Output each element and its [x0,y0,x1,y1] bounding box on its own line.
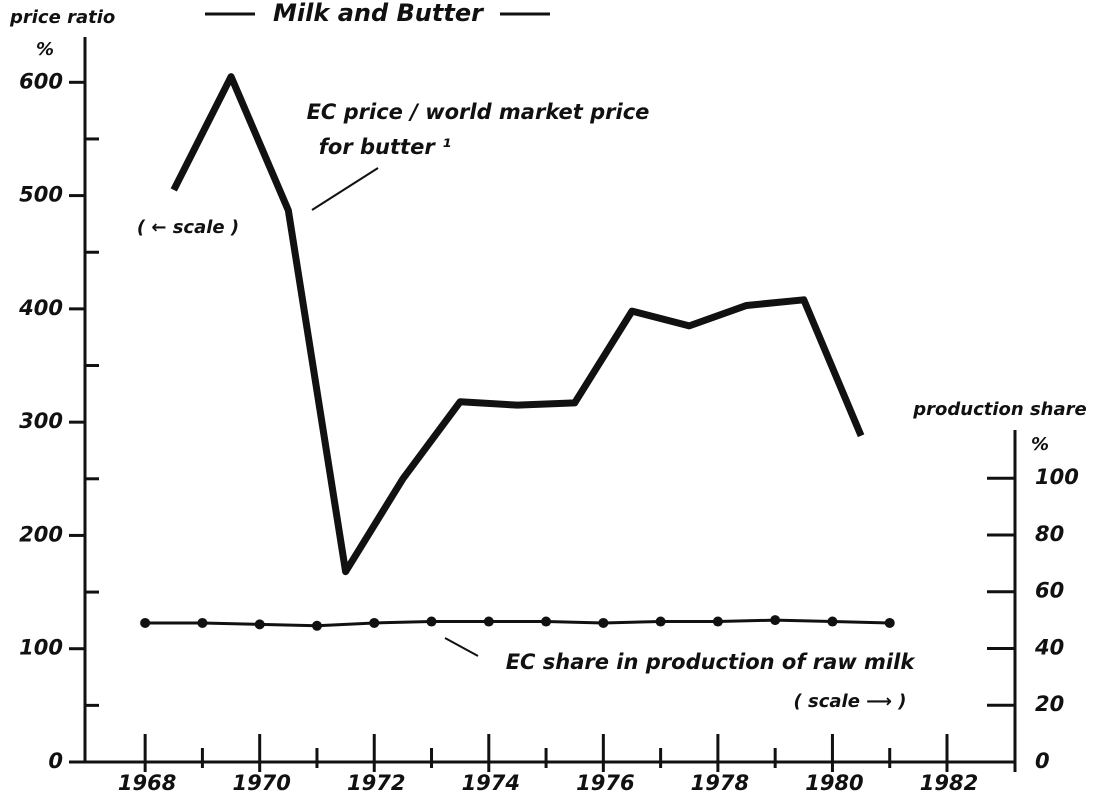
annotation: for butter ¹ [319,135,451,159]
series-point [426,616,437,627]
x-tick-label: 1968 [118,771,176,795]
series-point [712,616,723,627]
y-axis-label: price ratio [9,7,115,28]
series-label: EC share in production of raw milk [506,650,917,674]
series-point [311,620,322,631]
y2-tick-label: 0 [1035,749,1050,773]
x-tick-label: 1970 [232,771,290,795]
series-line [170,73,865,576]
series-point [827,616,838,627]
series-point [541,616,552,627]
y2-axis-unit: % [1031,434,1049,455]
x-tick-label: 1974 [462,771,520,795]
x-tick-label: 1980 [805,771,863,795]
series-line [145,618,890,628]
y2-tick-label: 100 [1035,465,1079,489]
y2-tick-label: 60 [1035,579,1064,603]
y-tick-label: 200 [19,522,63,546]
series-point [140,617,151,628]
y-tick-label: 300 [19,409,63,433]
series-point [770,615,781,626]
y-axis-unit: % [36,39,54,60]
y2-tick-label: 40 [1034,635,1064,659]
y2-tick-label: 80 [1035,522,1064,546]
y-tick-label: 400 [18,296,63,320]
series-point [884,617,895,628]
y-tick-label: 100 [19,636,63,660]
series-point [483,616,494,627]
x-tick-label: 1978 [691,771,749,795]
series-point [254,619,265,630]
chart-title: Milk and Butter [273,0,485,27]
y2-tick-label: 20 [1035,692,1064,716]
y-tick-label: 600 [19,69,63,93]
series-label: EC price / world market price [307,100,650,124]
x-tick-label: 1982 [920,771,978,795]
arrow [311,167,379,211]
annotation: ( scale ⟶ ) [794,691,907,712]
y2-axis-label: production share [912,399,1086,420]
series-point [655,616,666,627]
series-point [598,617,609,628]
series-point [197,617,208,628]
x-tick-label: 1972 [347,771,405,795]
x-tick-label: 1976 [576,771,634,795]
y-tick-label: 0 [48,749,63,773]
annotation: ( ← scale ) [137,217,239,238]
series-point [369,617,380,628]
y-tick-label: 500 [19,183,63,207]
arrow [444,637,479,657]
